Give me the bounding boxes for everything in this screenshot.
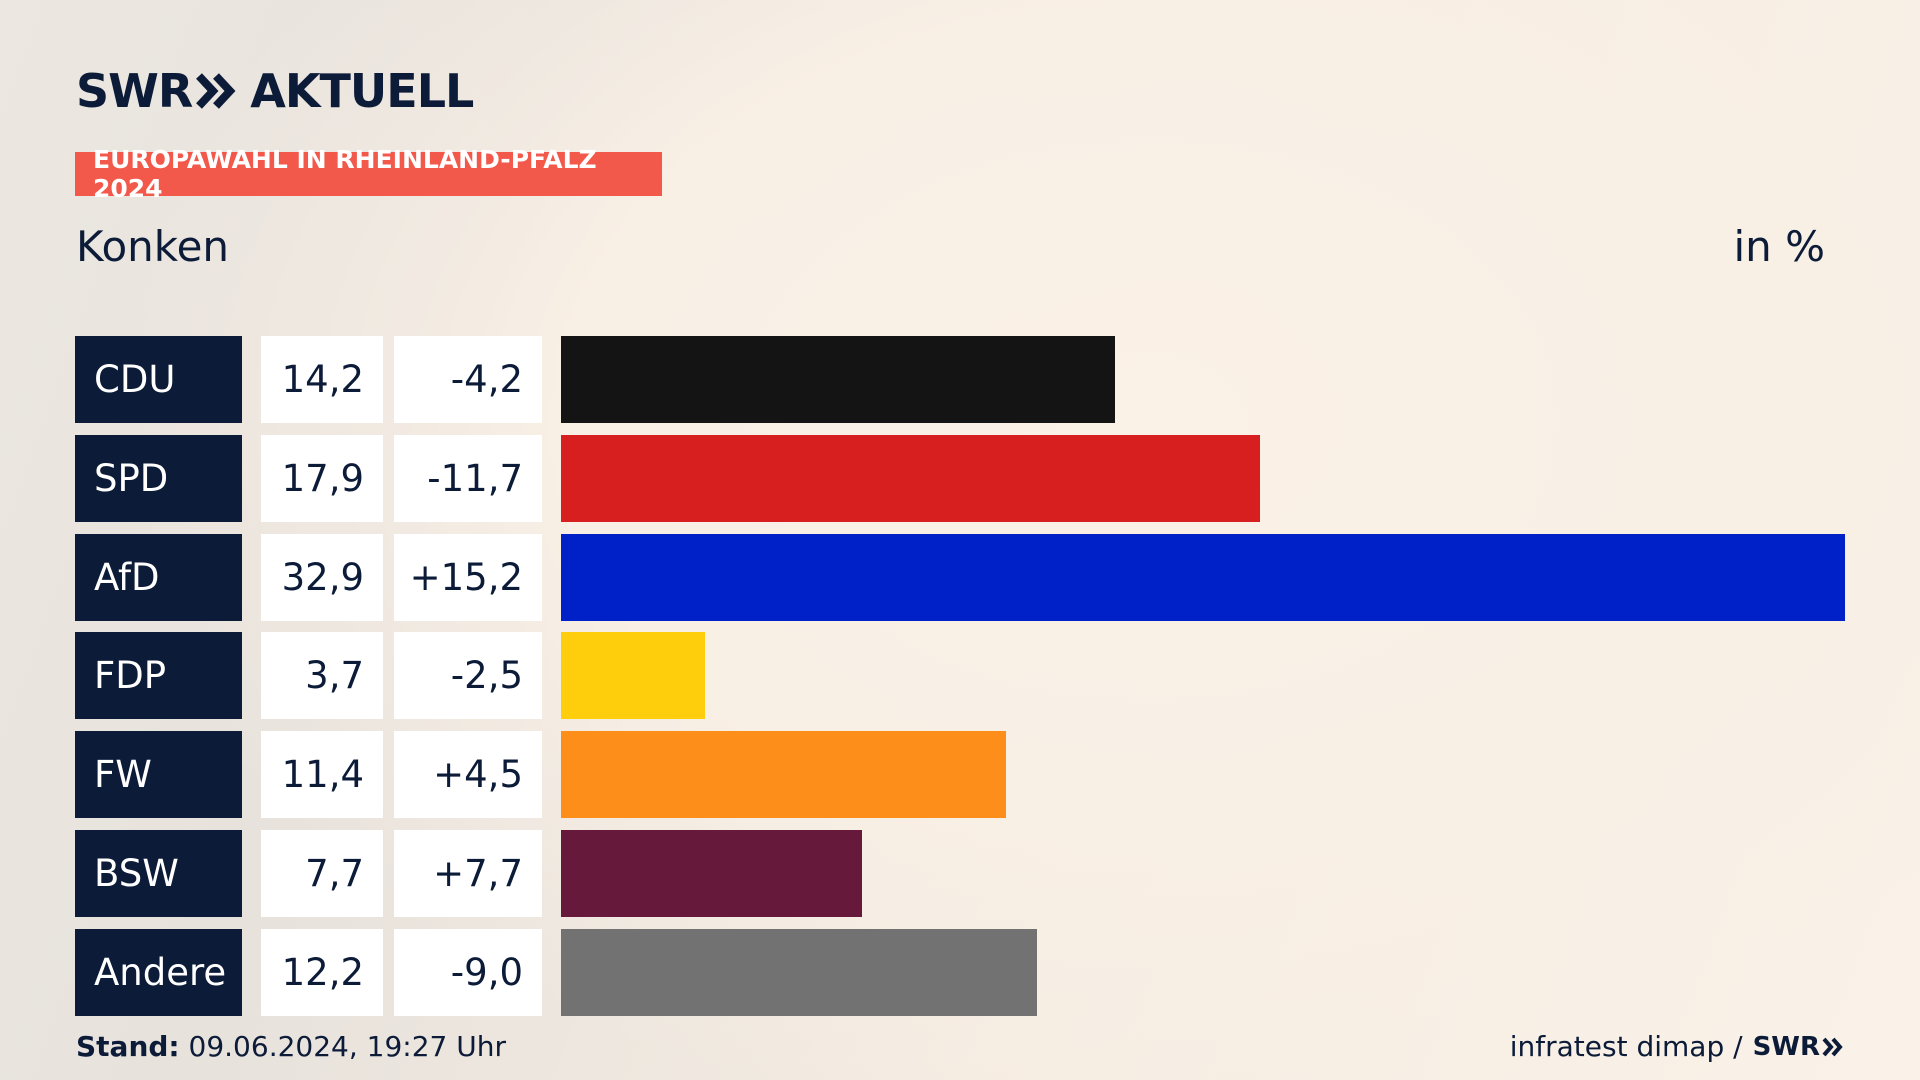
party-label: BSW xyxy=(75,830,242,917)
region-title: Konken xyxy=(76,222,230,271)
bar-spd xyxy=(561,434,1260,522)
swr-aktuell-logo: SWR AKTUELL xyxy=(76,64,474,118)
party-label: FDP xyxy=(75,632,242,720)
source-text: infratest dimap / xyxy=(1509,1030,1743,1063)
party-label: SPD xyxy=(75,434,242,522)
bar-andere xyxy=(561,928,1037,1016)
diff-value: -2,5 xyxy=(394,632,542,720)
footer-brand-text: SWR xyxy=(1752,1031,1820,1062)
logo-swr-text: SWR xyxy=(76,64,193,118)
party-label: Andere xyxy=(75,928,242,1016)
diff-value: -4,2 xyxy=(394,336,542,423)
share-value: 12,2 xyxy=(261,928,383,1016)
share-value: 17,9 xyxy=(261,434,383,522)
double-chevron-icon xyxy=(196,73,236,109)
election-tag: EUROPAWAHL IN RHEINLAND-PFALZ 2024 xyxy=(75,145,662,203)
bar-cdu xyxy=(561,336,1115,423)
logo-aktuell-text: AKTUELL xyxy=(250,64,474,118)
share-value: 7,7 xyxy=(261,830,383,917)
bar-fw xyxy=(561,731,1006,819)
share-value: 32,9 xyxy=(261,533,383,621)
share-value: 11,4 xyxy=(261,731,383,819)
diff-value: +4,5 xyxy=(394,731,542,819)
bar-afd xyxy=(561,533,1845,621)
party-label: AfD xyxy=(75,533,242,621)
party-label: FW xyxy=(75,731,242,819)
bar-bsw xyxy=(561,830,862,917)
stand-value: 09.06.2024, 19:27 Uhr xyxy=(188,1030,506,1063)
diff-value: +15,2 xyxy=(394,533,542,621)
diff-value: -9,0 xyxy=(394,928,542,1016)
diff-value: +7,7 xyxy=(394,830,542,917)
double-chevron-icon xyxy=(1822,1037,1843,1056)
party-label: CDU xyxy=(75,336,242,423)
share-value: 14,2 xyxy=(261,336,383,423)
diff-value: -11,7 xyxy=(394,434,542,522)
bar-fdp xyxy=(561,632,705,720)
share-value: 3,7 xyxy=(261,632,383,720)
timestamp: Stand: 09.06.2024, 19:27 Uhr xyxy=(76,1030,506,1063)
source-credit: infratest dimap / SWR xyxy=(1510,1030,1844,1063)
stand-label: Stand: xyxy=(76,1030,180,1063)
footer-brand: SWR xyxy=(1753,1032,1844,1062)
unit-label: in % xyxy=(1733,222,1825,271)
